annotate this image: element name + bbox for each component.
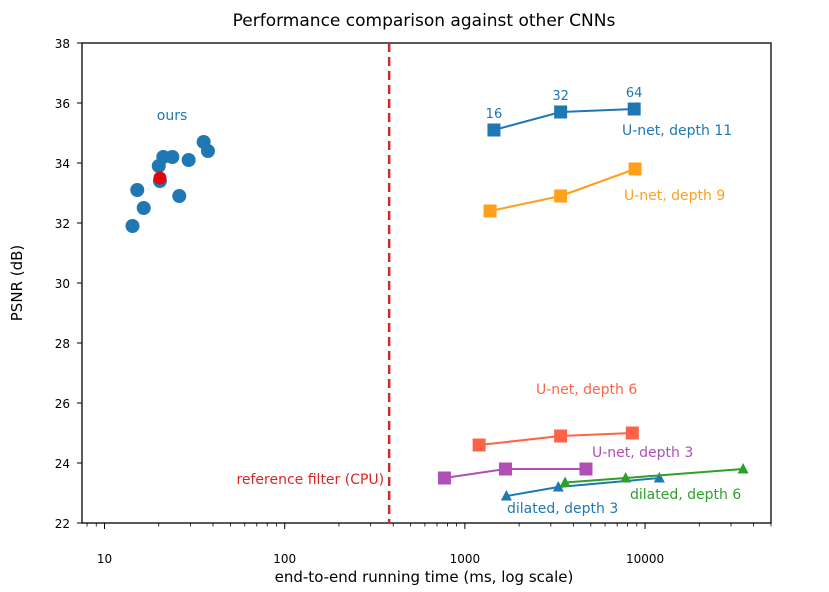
series-label: U-net, depth 3 [592,445,693,461]
series-marker [437,471,451,485]
ours-point [125,219,140,233]
series-marker [653,472,665,483]
ours-point [181,153,196,167]
ours-point [172,189,187,203]
point-label: 32 [552,89,569,104]
series-marker [625,426,639,440]
series-marker [628,162,642,176]
series-label: dilated, depth 6 [630,487,741,503]
series-label: dilated, depth 3 [507,501,618,517]
ours-point [200,144,215,158]
ours-point [165,150,180,164]
series-marker [627,102,641,116]
y-tick-label: 38 [55,37,70,51]
reference-line-label: reference filter (CPU) [236,472,384,488]
y-tick-label: 34 [55,157,70,171]
series-marker [498,462,512,476]
y-axis-label: PSNR (dB) [8,245,26,322]
series-marker [579,462,593,476]
series-label: U-net, depth 6 [536,382,637,398]
ours-point [130,183,145,197]
x-tick-label: 10 [97,552,112,566]
series-marker [737,463,749,474]
series-label: U-net, depth 11 [622,123,732,139]
y-tick-label: 28 [55,337,70,351]
series-marker [554,105,568,119]
x-tick-label: 1000 [450,552,481,566]
x-tick-label: 10000 [626,552,664,566]
series-label: U-net, depth 9 [624,188,725,204]
y-tick-label: 32 [55,217,70,231]
plot-area: 10 100 1000 10000 22 24 26 28 30 32 34 36 38 referenc… [55,37,772,566]
point-label: 16 [486,107,503,122]
series-marker [487,123,501,137]
y-tick-label: 24 [55,457,70,471]
chart-title: Performance comparison against other CNN… [233,11,616,31]
x-tick-label: 100 [273,552,296,566]
y-tick-label: 36 [55,97,70,111]
series-marker [552,481,564,492]
ours-highlight-point [153,171,167,185]
ours-label: ours [157,108,188,124]
series-marker [554,429,568,443]
ours-point [136,201,151,215]
series-marker [554,189,568,203]
series-marker [483,204,497,218]
x-axis-label: end-to-end running time (ms, log scale) [275,568,574,586]
y-tick-label: 30 [55,277,70,291]
series-marker [620,472,632,483]
point-label: 64 [626,86,643,101]
series-marker [472,438,486,452]
series-marker [559,476,571,487]
series-line [444,468,586,479]
y-tick-label: 22 [55,517,70,531]
series-marker [500,490,512,501]
y-tick-label: 26 [55,397,70,411]
